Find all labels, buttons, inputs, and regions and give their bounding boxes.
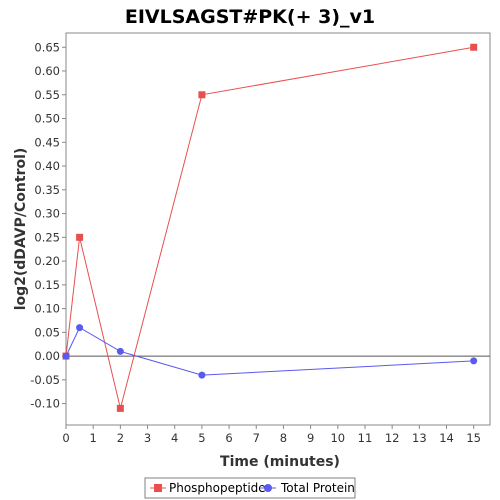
x-tick-label: 15 xyxy=(466,431,481,445)
series-layer xyxy=(62,43,478,412)
data-point-total-protein xyxy=(62,352,70,360)
x-axis-title: Time (minutes) xyxy=(220,454,340,470)
legend-marker-total-protein xyxy=(264,484,272,492)
y-axis: -0.10 -0.05 0.00 0.05 0.10 0.15 0.20 0.25 0.30 0.… xyxy=(30,40,66,411)
legend-label-phosphopeptide: Phosphopeptide xyxy=(169,481,266,495)
y-tick-label: 0.40 xyxy=(34,159,60,173)
y-tick-label: -0.10 xyxy=(30,397,60,411)
y-tick-label: 0.55 xyxy=(34,88,60,102)
x-tick-label: 7 xyxy=(253,431,260,445)
x-tick-label: 9 xyxy=(307,431,314,445)
x-tick-label: 14 xyxy=(439,431,454,445)
x-tick-label: 12 xyxy=(385,431,400,445)
data-point-total-protein xyxy=(470,357,478,365)
y-tick-label: 0.05 xyxy=(34,325,60,339)
chart-title: EIVLSAGST#PK(+ 3)_v1 xyxy=(125,6,375,28)
data-point-total-protein xyxy=(198,371,206,379)
y-tick-label: 0.20 xyxy=(34,254,60,268)
plot-area xyxy=(65,32,491,426)
x-tick-label: 3 xyxy=(144,431,151,445)
data-point-total-protein xyxy=(76,324,84,332)
x-tick-label: 8 xyxy=(280,431,287,445)
legend-marker-phosphopeptide xyxy=(154,484,162,492)
x-tick-label: 4 xyxy=(171,431,178,445)
x-tick-label: 6 xyxy=(225,431,232,445)
data-point-phosphopeptide xyxy=(198,91,206,99)
x-tick-label: 1 xyxy=(90,431,97,445)
x-tick-label: 10 xyxy=(330,431,345,445)
legend-box xyxy=(144,477,356,499)
y-tick-label: -0.05 xyxy=(30,373,60,387)
y-tick-label: 0.10 xyxy=(34,302,60,316)
y-tick-label: 0.45 xyxy=(34,135,60,149)
x-tick-label: 0 xyxy=(62,431,69,445)
legend-label-total-protein: Total Protein xyxy=(280,481,355,495)
x-tick-label: 2 xyxy=(117,431,124,445)
x-tick-label: 5 xyxy=(198,431,205,445)
data-point-phosphopeptide xyxy=(470,43,478,51)
x-axis: 0 1 2 3 4 5 6 7 8 9 10 11 12 13 14 15 xyxy=(62,425,481,445)
y-tick-label: 0.30 xyxy=(34,207,60,221)
data-point-phosphopeptide xyxy=(116,404,124,412)
y-tick-label: 0.15 xyxy=(34,278,60,292)
legend: Phosphopeptide Total Protein xyxy=(144,477,356,499)
data-point-phosphopeptide xyxy=(76,233,84,241)
data-point-total-protein xyxy=(116,347,124,355)
x-tick-label: 11 xyxy=(358,431,373,445)
x-tick-label: 13 xyxy=(412,431,427,445)
y-tick-label: 0.65 xyxy=(34,40,60,54)
y-tick-label: 0.50 xyxy=(34,112,60,126)
y-axis-title: log2(dDAVP/Control) xyxy=(13,148,29,311)
y-tick-label: 0.00 xyxy=(34,349,60,363)
y-tick-label: 0.35 xyxy=(34,183,60,197)
y-tick-label: 0.25 xyxy=(34,230,60,244)
y-tick-label: 0.60 xyxy=(34,64,60,78)
